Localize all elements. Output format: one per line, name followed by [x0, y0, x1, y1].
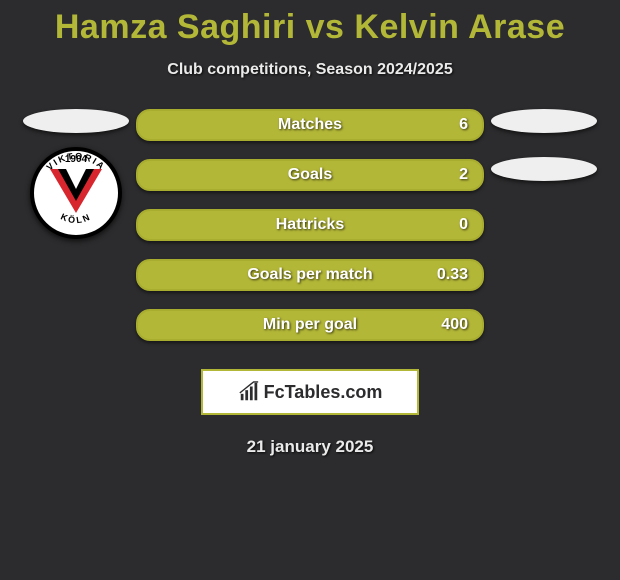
stat-label: Hattricks [276, 216, 344, 234]
stat-label: Matches [278, 116, 342, 134]
stat-bar-hattricks: Hattricks 0 [136, 209, 484, 241]
subtitle: Club competitions, Season 2024/2025 [0, 61, 620, 79]
club-right-placeholder-icon [491, 157, 597, 181]
footer-brand-text: FcTables.com [264, 382, 383, 403]
stat-label: Goals per match [247, 266, 372, 284]
svg-text:KÖLN: KÖLN [59, 211, 93, 225]
chart-bars-icon [238, 381, 260, 403]
stat-bar-goals: Goals 2 [136, 159, 484, 191]
stat-bars: Matches 6 Goals 2 Hattricks 0 Goals per … [136, 109, 484, 341]
stat-value: 0 [459, 216, 468, 234]
stat-value: 6 [459, 116, 468, 134]
stat-value: 400 [441, 316, 468, 334]
stat-label: Goals [288, 166, 332, 184]
stat-label: Min per goal [263, 316, 357, 334]
club-badge-viktoria-koln: VIKTORIA KÖLN 1904 [30, 147, 122, 239]
stat-bar-goals-per-match: Goals per match 0.33 [136, 259, 484, 291]
left-column: VIKTORIA KÖLN 1904 [16, 109, 136, 239]
comparison-card: Hamza Saghiri vs Kelvin Arase Club compe… [0, 8, 620, 580]
main-row: VIKTORIA KÖLN 1904 Matches 6 Goals 2 Hat… [0, 109, 620, 341]
player-left-placeholder-icon [23, 109, 129, 133]
stat-value: 0.33 [437, 266, 468, 284]
fctables-logo: FcTables.com [238, 381, 383, 403]
stat-bar-matches: Matches 6 [136, 109, 484, 141]
date-line: 21 january 2025 [0, 437, 620, 457]
right-column [484, 109, 604, 181]
stat-value: 2 [459, 166, 468, 184]
club-year: 1904 [65, 154, 87, 165]
club-name-bottom: KÖLN [59, 211, 93, 225]
footer-brand-badge[interactable]: FcTables.com [201, 369, 419, 415]
stat-bar-min-per-goal: Min per goal 400 [136, 309, 484, 341]
page-title: Hamza Saghiri vs Kelvin Arase [0, 8, 620, 47]
player-right-placeholder-icon [491, 109, 597, 133]
club-v-white-icon [66, 169, 86, 189]
